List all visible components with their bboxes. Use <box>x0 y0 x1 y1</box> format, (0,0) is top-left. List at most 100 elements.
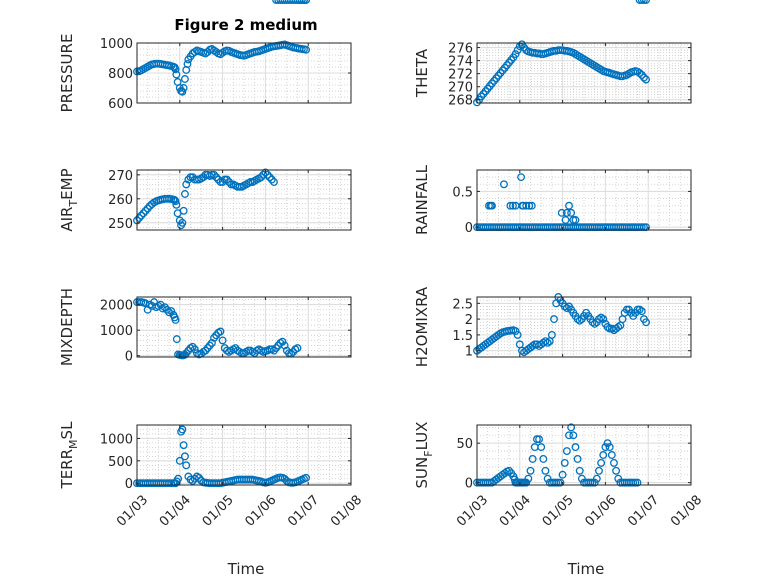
subplot-5: 0 1000 2000 MIXDEPTH <box>58 0 352 366</box>
data-point <box>588 318 597 327</box>
data-point <box>527 201 536 210</box>
y-tick-label: 1.5 <box>452 329 473 344</box>
y-axis-label: THETA <box>413 48 431 98</box>
y-tick-label: 0 <box>465 221 473 236</box>
data-point <box>517 173 526 182</box>
data-point <box>179 441 188 450</box>
data-point <box>565 201 573 210</box>
y-tick-label: 600 <box>108 97 133 112</box>
data-point <box>280 341 289 350</box>
data-point <box>171 316 180 324</box>
data-point <box>550 315 558 324</box>
data-point <box>524 474 533 483</box>
data-point <box>642 75 651 84</box>
data-point <box>167 307 176 315</box>
figure-title: Figure 2 medium <box>174 16 317 34</box>
y-axis-label-rest: EMP <box>58 168 76 199</box>
axes-box <box>136 424 352 486</box>
data-point <box>522 201 531 210</box>
data-point <box>175 456 184 465</box>
data-point <box>597 458 606 467</box>
y-tick-label: 260 <box>108 193 133 208</box>
x-axis-label: Time <box>227 560 265 578</box>
data-point <box>522 478 531 487</box>
data-point <box>172 200 181 209</box>
data-point <box>635 69 644 77</box>
data-point <box>610 458 618 467</box>
axes-box <box>476 169 692 231</box>
data-point <box>505 466 514 475</box>
y-axis-label: PRESSURE <box>58 34 76 113</box>
data-point <box>183 60 192 68</box>
y-tick-label: 1 <box>465 345 473 360</box>
data-point <box>488 201 496 210</box>
data-point <box>137 211 146 220</box>
y-tick-label: 272 <box>448 68 473 83</box>
subplot-1: 600 800 1000 PRESSURE <box>58 34 352 113</box>
y-tick-label: 268 <box>448 94 473 109</box>
y-axis-label: H2OMIXRA <box>413 286 431 367</box>
axes-box <box>136 296 352 358</box>
axes-box <box>476 296 692 358</box>
data-point <box>506 201 515 210</box>
data-point <box>575 466 584 475</box>
y-axis-label-subscript: F <box>422 450 435 456</box>
data-point <box>500 180 508 189</box>
data-point <box>543 338 552 347</box>
data-point <box>178 218 187 227</box>
data-point <box>511 50 520 59</box>
data-point <box>278 337 287 346</box>
data-point <box>635 305 644 314</box>
data-point <box>170 196 179 204</box>
data-point <box>172 70 181 79</box>
series-markers <box>133 0 311 360</box>
data-point <box>302 473 311 482</box>
data-point <box>182 180 191 189</box>
data-point <box>207 339 216 347</box>
axes-box <box>136 169 352 231</box>
y-tick-label: 0 <box>125 477 133 492</box>
y-tick-label: 270 <box>448 81 473 96</box>
series-markers <box>473 0 651 487</box>
data-point <box>557 208 566 217</box>
subplot-6: 11.522.5 H2OMIXRA <box>413 286 692 367</box>
data-point <box>601 443 610 452</box>
data-point <box>525 201 534 210</box>
data-point <box>547 330 556 339</box>
data-point <box>590 319 599 328</box>
data-point <box>614 323 623 331</box>
data-point <box>567 423 576 432</box>
data-point <box>293 344 302 353</box>
axes-box <box>476 42 692 104</box>
y-tick-label: 800 <box>108 67 133 82</box>
y-tick-label: 0 <box>465 477 473 492</box>
y-tick-label: 500 <box>108 455 133 470</box>
data-point <box>603 323 612 331</box>
data-point <box>614 474 623 483</box>
data-point <box>150 298 159 307</box>
data-point <box>179 206 188 215</box>
data-point <box>605 443 614 452</box>
data-point <box>573 454 582 463</box>
data-point <box>595 466 603 475</box>
y-axis-label-main: TERR <box>58 449 76 490</box>
data-point <box>573 315 582 324</box>
y-tick-label: 0.5 <box>452 185 473 200</box>
data-point <box>180 190 189 198</box>
data-point <box>599 451 608 459</box>
data-point <box>571 443 580 452</box>
data-point <box>263 170 272 179</box>
data-point <box>509 201 517 210</box>
data-point <box>562 208 571 217</box>
data-point <box>571 216 580 224</box>
data-point <box>637 307 646 316</box>
data-point <box>302 0 311 4</box>
axes-box <box>136 42 352 104</box>
data-point <box>171 197 180 206</box>
data-point <box>590 478 599 487</box>
data-point <box>528 454 537 463</box>
data-point <box>592 474 601 483</box>
data-point <box>535 435 544 444</box>
data-point <box>567 208 576 217</box>
data-point <box>513 330 522 339</box>
